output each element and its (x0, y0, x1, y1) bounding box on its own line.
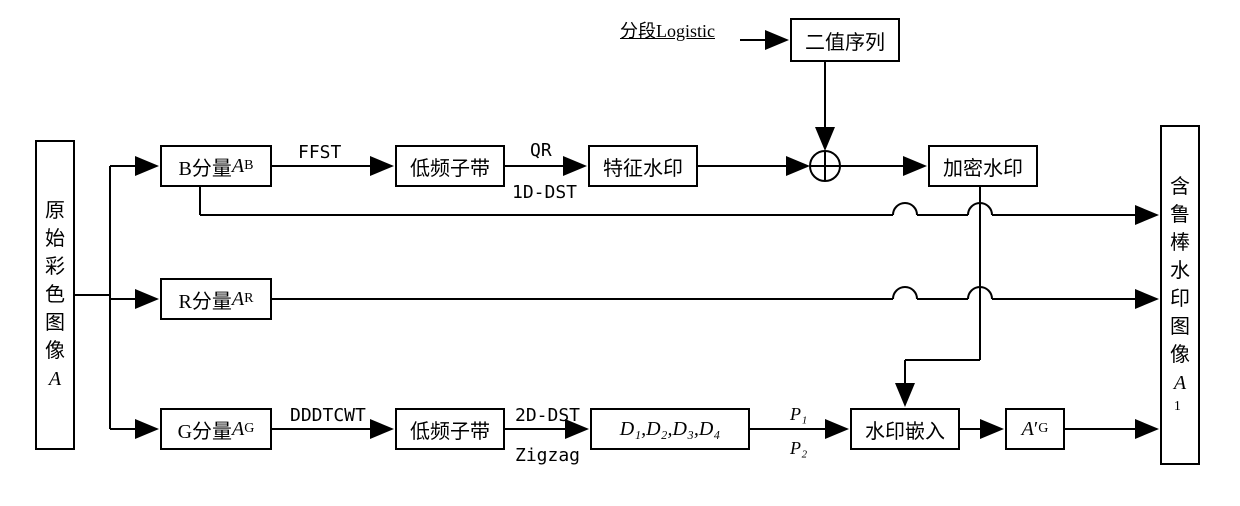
src-l1: 原 (45, 197, 65, 225)
node-lowfreq-b: 低频子带 (395, 145, 505, 187)
node-g-channel: G分量AG (160, 408, 272, 450)
node-d-values: D₁,D₂,D₃,D₄ (590, 408, 750, 450)
src-l2: 始 (45, 225, 65, 253)
src-l6: 像 (45, 337, 65, 365)
label-zigzag: Zigzag (515, 445, 580, 466)
out-l2: 鲁 (1170, 201, 1190, 229)
src-l4: 色 (45, 281, 65, 309)
label-ffst: FFST (298, 142, 341, 163)
src-l5: 图 (45, 309, 65, 337)
label-p2: P₂ (790, 438, 807, 459)
src-sym: A (49, 365, 61, 393)
out-l5: 印 (1170, 285, 1190, 313)
out-l4: 水 (1170, 257, 1190, 285)
node-output-image: 含 鲁 棒 水 印 图 像 A1 (1160, 125, 1200, 465)
node-source-image: 原 始 彩 色 图 像 A (35, 140, 75, 450)
label-2d-dst: 2D-DST (515, 405, 580, 426)
node-lowfreq-g: 低频子带 (395, 408, 505, 450)
out-l6: 图 (1170, 313, 1190, 341)
label-dddtcwt: DDDTCWT (290, 405, 366, 426)
out-l7: 像 (1170, 341, 1190, 369)
out-sym: A1 (1174, 369, 1186, 417)
out-l3: 棒 (1170, 229, 1190, 257)
label-qr: QR (530, 140, 552, 161)
out-l1: 含 (1170, 173, 1190, 201)
node-b-channel: B分量AB (160, 145, 272, 187)
node-ag-output: A′G (1005, 408, 1065, 450)
node-watermark-embed: 水印嵌入 (850, 408, 960, 450)
node-binary-sequence: 二值序列 (790, 18, 900, 62)
label-1d-dst: 1D-DST (512, 182, 577, 203)
label-logistic: 分段Logistic (620, 17, 715, 43)
label-p1: P₁ (790, 404, 807, 425)
node-encrypt-watermark: 加密水印 (928, 145, 1038, 187)
node-feature-watermark: 特征水印 (588, 145, 698, 187)
node-r-channel: R分量AR (160, 278, 272, 320)
src-l3: 彩 (45, 253, 65, 281)
